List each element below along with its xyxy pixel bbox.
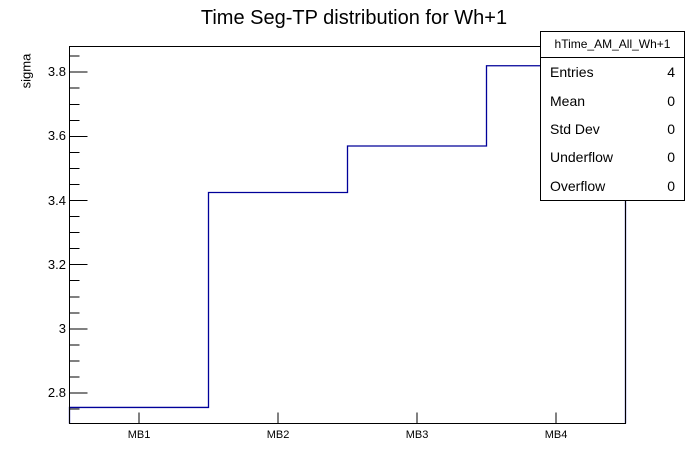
- y-axis-label: sigma: [18, 53, 34, 89]
- y-tick-label: 3.4: [47, 192, 66, 208]
- stats-row-label: Entries: [550, 64, 594, 81]
- stats-row-label: Overflow: [550, 177, 606, 194]
- stats-row-value: 0: [667, 121, 675, 138]
- stats-row-value: 0: [667, 177, 675, 194]
- y-tick-label: 3.8: [47, 64, 66, 80]
- stats-row-value: 0: [667, 92, 675, 109]
- stats-row: Overflow 0: [541, 172, 684, 200]
- stats-row: Mean 0: [541, 86, 684, 114]
- x-tick-label: MB3: [405, 428, 429, 441]
- stats-row-value: 0: [667, 149, 675, 166]
- chart-title: Time Seg-TP distribution for Wh+1: [200, 7, 508, 29]
- stats-row-label: Std Dev: [550, 121, 600, 138]
- stats-row-label: Underflow: [550, 149, 614, 166]
- x-tick-label: MB2: [266, 428, 290, 441]
- y-tick-label: 2.8: [47, 385, 66, 401]
- x-tick-label: MB4: [544, 428, 568, 441]
- stats-box-rows: Entries 4 Mean 0 Std Dev 0 Underflow 0 Overflow 0: [541, 58, 684, 200]
- stats-box: hTime_AM_All_Wh+1 Entries 4 Mean 0 Std Dev 0 U…: [540, 31, 685, 201]
- stats-row-label: Mean: [550, 92, 586, 109]
- stats-row: Entries 4: [541, 58, 684, 86]
- plot-frame: [69, 46, 626, 424]
- y-tick-label: 3.6: [47, 128, 66, 144]
- stats-row: Underflow 0: [541, 143, 684, 171]
- x-tick-label: MB1: [127, 428, 151, 441]
- y-tick-label: 3: [58, 320, 66, 336]
- y-tick-label: 3.2: [47, 256, 66, 272]
- stats-row: Std Dev 0: [541, 115, 684, 143]
- stats-row-value: 4: [667, 64, 675, 81]
- stats-box-title: hTime_AM_All_Wh+1: [541, 32, 684, 58]
